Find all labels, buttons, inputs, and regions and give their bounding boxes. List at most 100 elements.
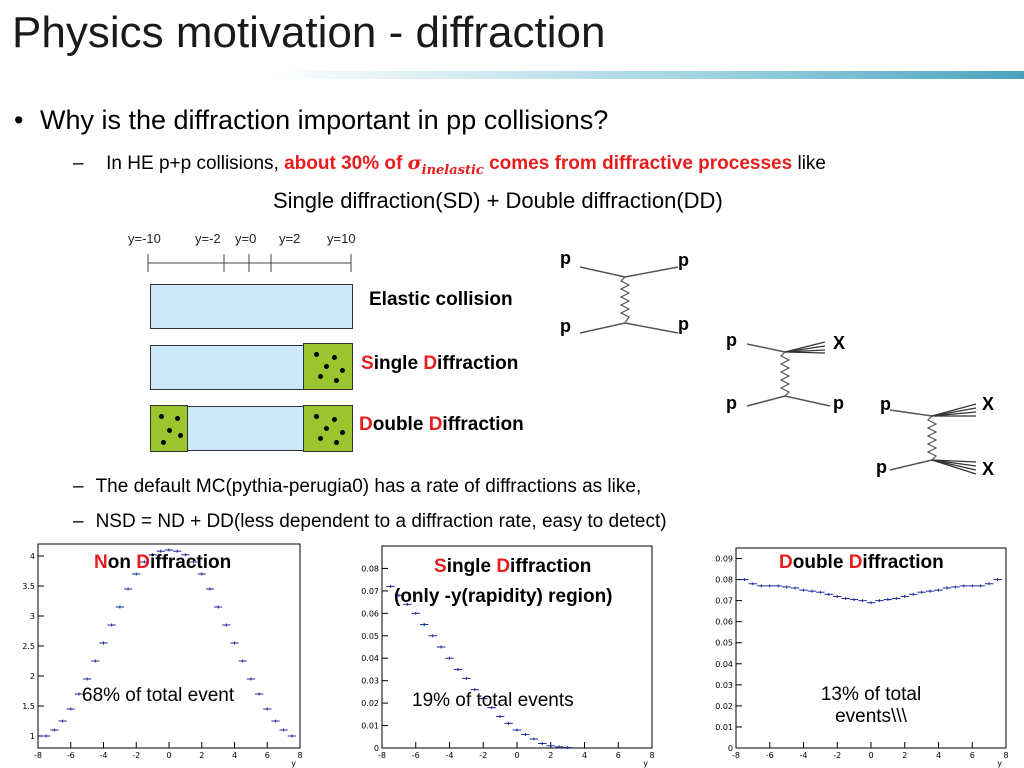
feyn-elastic-bl: p: [560, 316, 571, 336]
data-point: [968, 584, 977, 588]
x-tick-label: 4: [936, 751, 941, 760]
ruler-label-y-10: y=-10: [128, 231, 161, 246]
data-point: [66, 707, 75, 711]
data-point: [908, 592, 918, 596]
single-diffraction-label: Single Diffraction: [361, 353, 519, 374]
x-tick-label: 2: [548, 751, 553, 760]
data-point: [883, 598, 893, 602]
data-point: [765, 584, 774, 588]
data-point: [287, 734, 296, 738]
plot-single-diffraction: 0.080.070.060.050.040.030.020.010-8 -6 -4-…: [346, 538, 658, 768]
x-tick-label: -6: [766, 751, 774, 760]
data-point: [495, 715, 505, 719]
data-point: [230, 641, 239, 645]
x-tick-label: 8: [1003, 751, 1008, 760]
feyn-single-tr: X: [833, 333, 846, 353]
x-tick-label: -8: [34, 751, 42, 760]
data-point: [849, 598, 859, 602]
data-point: [521, 733, 530, 737]
x-tick-label: -2: [833, 751, 841, 760]
data-point: [164, 548, 174, 552]
y-tick-label: 0.05: [361, 632, 379, 641]
data-point: [58, 719, 67, 723]
plot1-title-line2: (only -y(rapidity) region): [394, 586, 613, 607]
data-point: [470, 688, 480, 692]
data-point: [462, 676, 471, 680]
plot-non-diffraction: 4 3.5 3 2.5 2 1.5 1 -8 -6 -4 -2 0 2 4 6 8y: [2, 536, 306, 768]
x-tick-label: -4: [100, 751, 108, 760]
data-point: [436, 645, 446, 649]
data-point: [99, 641, 108, 645]
data-point: [773, 584, 783, 588]
dash: –: [73, 476, 84, 497]
data-point: [858, 599, 867, 603]
sub2-text: The default MC(pythia-perugia0) has a ra…: [95, 476, 642, 497]
data-point: [942, 586, 952, 590]
sub1-prefix: In HE p+p collisions,: [106, 153, 285, 174]
data-point: [419, 623, 429, 627]
y-tick-label: 1: [30, 732, 35, 741]
x-axis-label: y: [291, 759, 296, 768]
data-point: [900, 594, 909, 598]
data-point: [757, 584, 766, 588]
data-point: [115, 605, 124, 609]
plot0-caption: 68% of total event: [82, 685, 235, 706]
y-tick-label: 0: [374, 744, 379, 753]
x-tick-label: 0: [868, 751, 873, 760]
x-tick-label: -6: [412, 751, 420, 760]
y-tick-label: 2: [30, 672, 35, 681]
data-point: [148, 553, 157, 557]
data-point: [83, 677, 92, 681]
x-tick-label: 2: [199, 751, 204, 760]
ruler-label-y2: y=2: [279, 231, 301, 246]
y-tick-label: 0.04: [715, 660, 733, 669]
data-point: [892, 597, 901, 601]
data-point: [824, 592, 834, 596]
title-underline-bar: [265, 71, 1024, 79]
x-tick-label: 6: [265, 751, 270, 760]
data-point: [107, 623, 116, 627]
data-point: [445, 656, 454, 660]
bullet-main: • Why is the diffraction important in pp …: [14, 105, 608, 136]
elastic-bar: [150, 284, 353, 329]
data-point: [925, 589, 935, 593]
data-point: [993, 578, 1002, 582]
feyn-double-br: X: [982, 459, 995, 479]
data-point: [554, 745, 564, 749]
data-point: [538, 742, 547, 746]
x-tick-label: 8: [297, 751, 302, 760]
data-point: [790, 586, 800, 590]
double-diffraction-blob-left: [150, 405, 188, 452]
sub1-red-part1: about 30% of: [284, 153, 408, 174]
x-tick-label: 6: [616, 751, 621, 760]
sub-bullet-1: – In HE p+p collisions, about 30% of σin…: [73, 152, 826, 178]
x-tick-label: -6: [67, 751, 75, 760]
x-axis-label: y: [997, 759, 1002, 768]
x-tick-label: 0: [514, 751, 519, 760]
data-point: [833, 594, 842, 598]
data-point: [279, 728, 288, 732]
data-point: [205, 587, 215, 591]
sigma-subscript: inelastic: [421, 162, 484, 178]
data-point: [512, 728, 522, 732]
rapidity-ruler: y=-10 y=-2 y=0 y=2 y=10: [128, 228, 370, 278]
y-tick-label: 3.5: [22, 582, 35, 591]
data-point: [74, 692, 84, 696]
y-tick-label: 0.07: [361, 587, 379, 596]
plot2-caption: 13% of total events\\\: [820, 684, 922, 727]
x-tick-label: -8: [378, 751, 386, 760]
x-tick-label: -8: [732, 751, 740, 760]
data-point: [816, 590, 825, 594]
ruler-axis: [147, 254, 352, 272]
data-point: [487, 706, 496, 710]
data-point: [132, 572, 141, 576]
data-point: [50, 728, 59, 732]
x-tick-label: 8: [649, 751, 654, 760]
y-tick-label: 0.01: [361, 722, 379, 731]
data-point: [222, 623, 231, 627]
data-point: [214, 605, 223, 609]
plot-frame: [37, 543, 301, 749]
x-tick-label: -2: [132, 751, 140, 760]
data-point: [181, 553, 190, 557]
sub1-red-part2: comes from diffractive processes: [483, 153, 793, 174]
